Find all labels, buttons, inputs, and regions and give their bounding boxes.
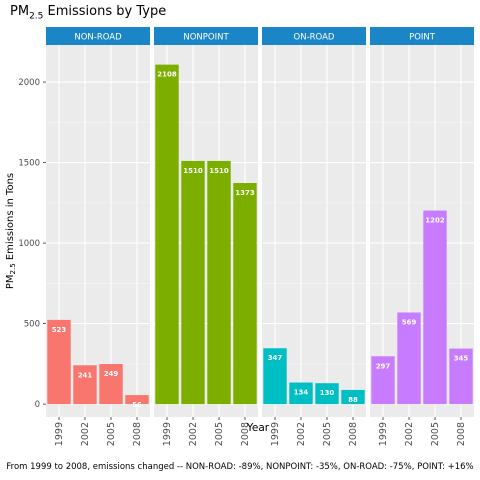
x-tick-label: 2002	[188, 422, 199, 446]
bar-value-label: 347	[268, 354, 283, 362]
y-axis-title-main: PM	[5, 274, 16, 289]
facet-strip	[370, 27, 474, 45]
faceted-bar-chart: NON-ROAD 523 241 249 56 1999 2002 2005 2008 NONPO…	[5, 27, 474, 446]
bar	[397, 312, 421, 405]
bar	[423, 210, 447, 405]
bar-value-label: 345	[454, 355, 469, 363]
facet-strip-label: ON-ROAD	[294, 33, 335, 43]
y-axis-title-rest: Emissions in Tons	[5, 173, 16, 263]
x-tick-label: 2002	[296, 422, 307, 446]
bar-value-label: 1510	[209, 167, 229, 175]
bar-value-label: 241	[78, 371, 93, 379]
bar	[207, 160, 231, 405]
y-tick-label: 1000	[18, 239, 40, 249]
bar	[155, 64, 179, 405]
x-tick-label: 1999	[54, 422, 65, 446]
x-tick-label: 2008	[132, 422, 143, 446]
chart-title: PM2.5 Emissions by Type	[10, 4, 166, 22]
bar	[449, 348, 473, 405]
bar-value-label: 297	[376, 362, 391, 370]
facet-strip	[46, 27, 150, 45]
bar	[181, 160, 205, 405]
bar-value-label: 1373	[235, 189, 255, 197]
facet-strip	[262, 27, 366, 45]
facet-strip-label: POINT	[409, 33, 436, 43]
chart-caption: From 1999 to 2008, emissions changed -- …	[6, 462, 474, 472]
bar-value-label: 88	[348, 396, 358, 404]
x-tick-label: 2005	[214, 422, 225, 446]
x-tick-label: 1999	[162, 422, 173, 446]
y-tick-label: 1500	[18, 159, 40, 169]
x-tick-label: 2008	[456, 422, 467, 446]
bar	[315, 383, 339, 405]
facet-strip-label: NON-ROAD	[74, 33, 122, 43]
bar-value-label: 130	[320, 389, 335, 397]
bar	[289, 382, 313, 405]
title-rest: Emissions by Type	[43, 4, 167, 19]
bar-value-label: 249	[104, 370, 119, 378]
y-tick-label: 0	[35, 400, 40, 410]
x-tick-label: 2002	[404, 422, 415, 446]
x-tick-label: 2005	[430, 422, 441, 446]
bar-value-label: 134	[294, 389, 309, 397]
bar-value-label: 56	[132, 401, 142, 409]
x-axis-title: Year	[246, 422, 270, 434]
bar	[125, 395, 149, 405]
title-subscript: 2.5	[29, 11, 44, 22]
x-tick-label: 2005	[322, 422, 333, 446]
title-main: PM	[10, 4, 30, 19]
facet-strip	[154, 27, 258, 45]
bar-value-label: 569	[402, 318, 417, 326]
y-tick-label: 500	[24, 320, 40, 330]
bar	[99, 364, 123, 405]
bar	[233, 183, 257, 405]
bar	[371, 356, 395, 405]
y-axis-title-subscript: 2.5	[9, 263, 17, 274]
y-tick-label: 2000	[18, 78, 40, 88]
facet-strip-label: NONPOINT	[183, 33, 229, 43]
x-tick-label: 2008	[240, 422, 251, 446]
bar-value-label: 1510	[183, 167, 203, 175]
bar-value-label: 2108	[157, 71, 177, 79]
bar	[73, 365, 97, 405]
bar	[263, 348, 287, 405]
bar	[341, 389, 365, 405]
y-axis-title: PM2.5 Emissions in Tons	[5, 173, 17, 289]
x-tick-label: 2005	[106, 422, 117, 446]
bar-value-label: 523	[52, 326, 67, 334]
bar-value-label: 1202	[425, 217, 445, 225]
bar	[47, 319, 71, 405]
x-tick-label: 2002	[80, 422, 91, 446]
x-tick-label: 1999	[378, 422, 389, 446]
x-tick-label: 2008	[348, 422, 359, 446]
x-tick-label: 1999	[270, 422, 281, 446]
